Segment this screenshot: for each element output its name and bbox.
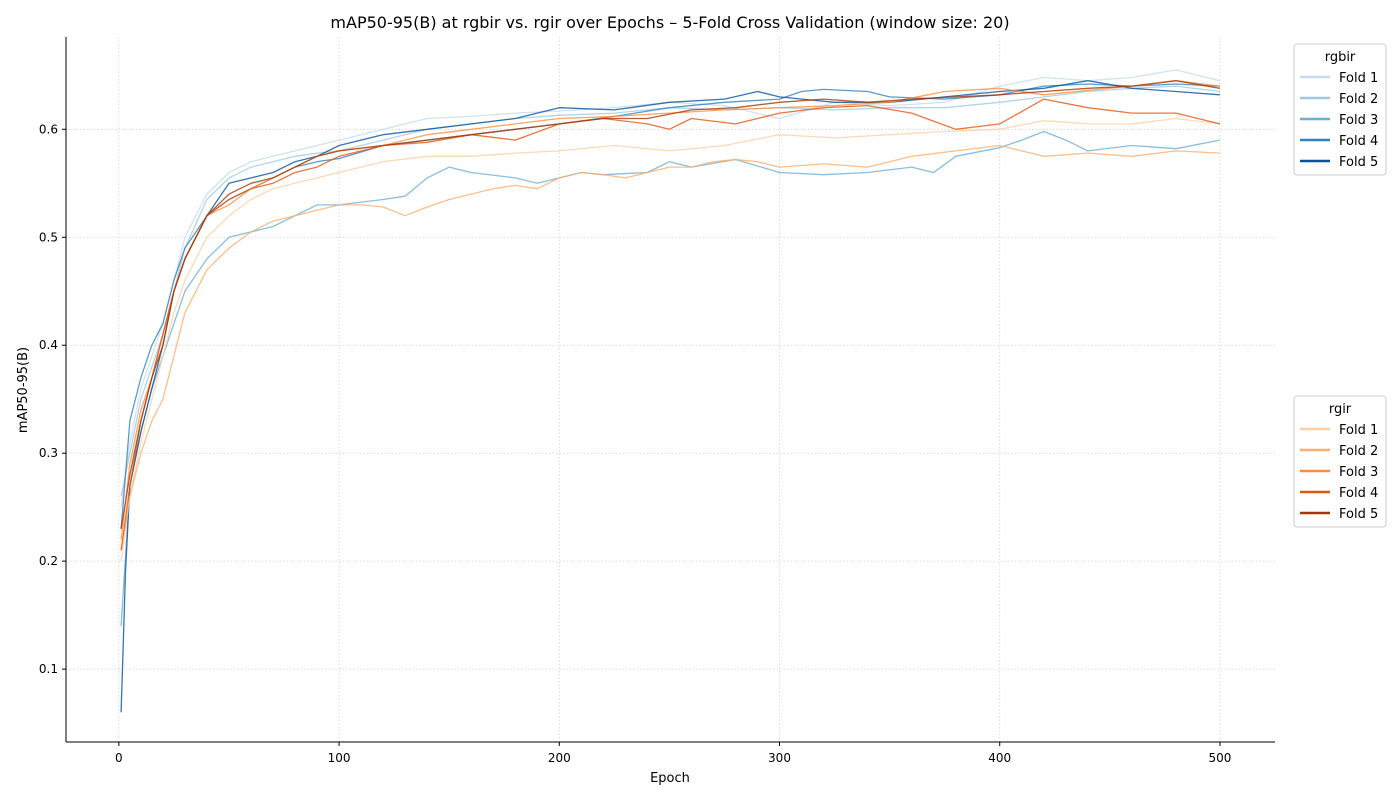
x-axis-label: Epoch <box>650 771 690 786</box>
series-line-rgir-fold-1 <box>120 117 1220 562</box>
legend-title: rgir <box>1329 402 1352 417</box>
legend-rgir: rgir Fold 1 Fold 2 Fold 3 Fold 4 Fold 5 <box>1293 395 1387 528</box>
y-tick-label: 0.4 <box>39 338 58 352</box>
y-tick-label: 0.6 <box>39 122 58 136</box>
legend-entry-label: Fold 5 <box>1339 155 1378 170</box>
x-tick-label: 0 <box>115 751 123 765</box>
x-ticks: 0 100 200 300 400 500 <box>115 742 1231 765</box>
x-tick-label: 200 <box>548 751 571 765</box>
legend-entry-label: Fold 4 <box>1339 134 1378 149</box>
axes <box>65 37 1275 743</box>
y-tick-label: 0.5 <box>39 230 58 244</box>
legend-entry-label: Fold 4 <box>1339 486 1378 501</box>
x-tick-label: 100 <box>328 751 351 765</box>
y-ticks: 0.1 0.2 0.3 0.4 0.5 0.6 <box>39 122 66 676</box>
y-tick-label: 0.1 <box>39 662 58 676</box>
series-line-rgir-fold-2 <box>120 144 1220 551</box>
legend-entry-label: Fold 3 <box>1339 113 1378 128</box>
y-axis-label: mAP50-95(B) <box>16 347 31 433</box>
legend-entry-label: Fold 2 <box>1339 444 1378 459</box>
x-tick-label: 500 <box>1208 751 1231 765</box>
legend-entry-label: Fold 1 <box>1339 71 1378 86</box>
x-tick-label: 400 <box>988 751 1011 765</box>
legend-entry-label: Fold 2 <box>1339 92 1378 107</box>
y-tick-label: 0.2 <box>39 554 58 568</box>
series-layer <box>120 69 1221 713</box>
y-tick-label: 0.3 <box>39 446 58 460</box>
chart-title: mAP50-95(B) at rgbir vs. rgir over Epoch… <box>330 13 1009 32</box>
legend-entry-label: Fold 1 <box>1339 423 1378 438</box>
x-tick-label: 300 <box>768 751 791 765</box>
legend-title: rgbir <box>1325 50 1356 65</box>
series-line-rgir-fold-5 <box>120 80 1221 529</box>
legend-entry-label: Fold 5 <box>1339 507 1378 522</box>
legend-rgbir: rgbir Fold 1 Fold 2 Fold 3 Fold 4 Fold 5 <box>1293 43 1387 176</box>
legend-entry-label: Fold 3 <box>1339 465 1378 480</box>
